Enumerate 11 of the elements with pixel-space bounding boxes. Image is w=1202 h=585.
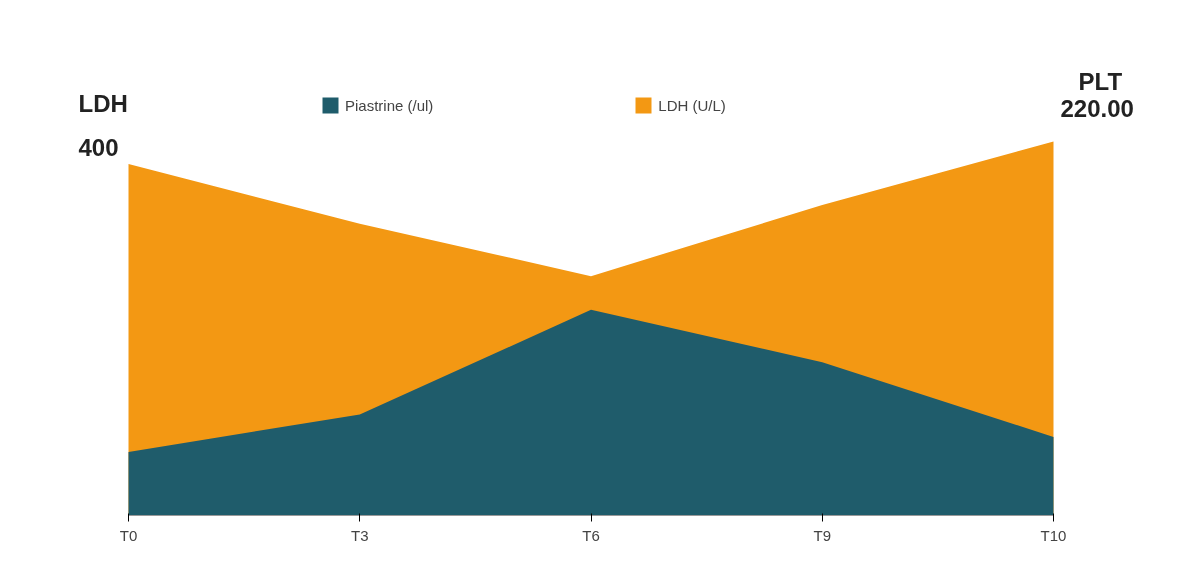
- x-tick-label: T6: [582, 526, 600, 544]
- x-tick-label: T0: [119, 526, 138, 544]
- x-tick-label: T3: [351, 526, 369, 544]
- y-axis-title: LDH: [78, 89, 128, 117]
- text: 400: [78, 133, 119, 161]
- x-tick-label: T10: [1040, 526, 1067, 544]
- legend-label: Piastrine (/ul): [345, 96, 434, 114]
- y2-axis-title: PLT: [1078, 67, 1123, 95]
- x-tick-label: T9: [813, 526, 832, 544]
- text: 220.00: [1060, 94, 1134, 122]
- legend-label: LDH (U/L): [658, 96, 726, 114]
